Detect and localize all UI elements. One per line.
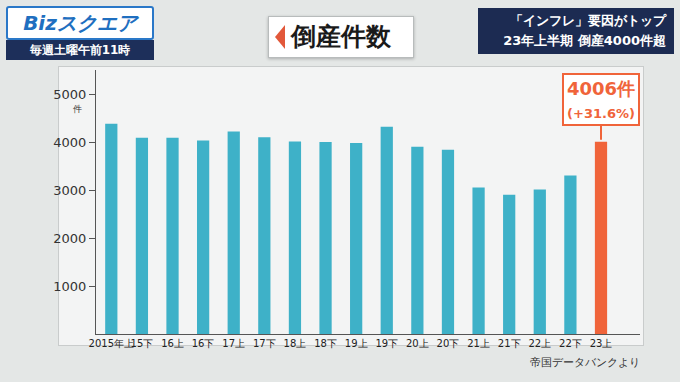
svg-text:18下: 18下 bbox=[314, 338, 337, 349]
svg-text:19上: 19上 bbox=[345, 338, 368, 349]
svg-text:23上: 23上 bbox=[590, 338, 613, 349]
svg-text:件: 件 bbox=[73, 104, 82, 114]
html-text:倒産件数: 倒産件数 bbox=[291, 22, 391, 51]
svg-text:21下: 21下 bbox=[498, 338, 521, 349]
svg-text:16上: 16上 bbox=[161, 338, 184, 349]
svg-text:21上: 21上 bbox=[467, 338, 490, 349]
html-text:帝国データバンクより: 帝国データバンクより bbox=[530, 356, 640, 369]
html-text:Bizスクエア: Bizスクエア bbox=[23, 11, 137, 35]
svg-text:5000: 5000 bbox=[53, 87, 86, 102]
svg-text:16下: 16下 bbox=[192, 338, 215, 349]
html-text:23年上半期 倒産4000件超: 23年上半期 倒産4000件超 bbox=[503, 33, 666, 48]
svg-text:4000: 4000 bbox=[53, 135, 86, 150]
svg-text:18上: 18上 bbox=[284, 338, 307, 349]
svg-text:20上: 20上 bbox=[406, 338, 429, 349]
svg-text:3000: 3000 bbox=[53, 183, 86, 198]
svg-text:17上: 17上 bbox=[222, 338, 245, 349]
svg-text:2015年上: 2015年上 bbox=[89, 338, 134, 349]
svg-text:15下: 15下 bbox=[131, 338, 154, 349]
svg-text:22下: 22下 bbox=[559, 338, 582, 349]
svg-text:20下: 20下 bbox=[437, 338, 460, 349]
svg-text:2000: 2000 bbox=[53, 231, 86, 246]
svg-text:17下: 17下 bbox=[253, 338, 276, 349]
svg-text:19下: 19下 bbox=[375, 338, 398, 349]
svg-text:4006件(+31.6%): 4006件(+31.6%) bbox=[567, 78, 635, 121]
svg-text:1000: 1000 bbox=[53, 279, 86, 294]
html-text:毎週土曜午前11時: 毎週土曜午前11時 bbox=[29, 43, 131, 57]
html-text:「インフレ」要因がトップ: 「インフレ」要因がトップ bbox=[510, 13, 666, 28]
svg-text:22上: 22上 bbox=[528, 338, 551, 349]
